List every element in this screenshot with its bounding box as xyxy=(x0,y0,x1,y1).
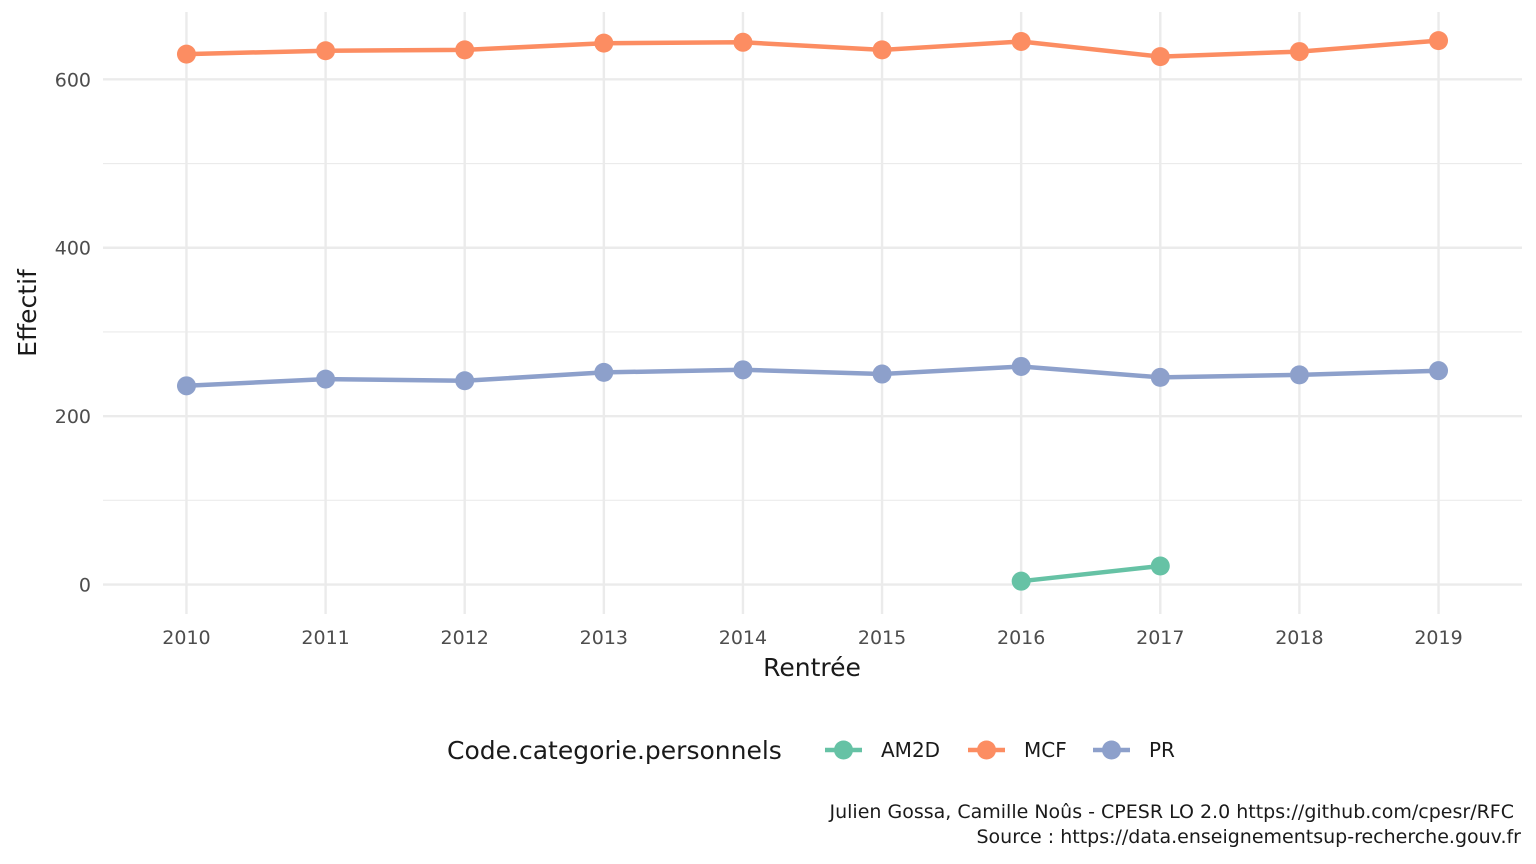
x-tick-label-2010: 2010 xyxy=(162,627,210,649)
y-tick-label-200: 200 xyxy=(55,406,91,428)
series-line-pr xyxy=(184,364,1441,389)
series-layer xyxy=(176,31,1449,591)
data-point-pr-2014 xyxy=(733,360,753,380)
y-tick-label-600: 600 xyxy=(55,69,91,91)
grid-minor xyxy=(103,162,1522,501)
series-line-mcf xyxy=(184,38,1441,59)
data-point-mcf-2015 xyxy=(872,40,892,60)
legend-item-am2d: AM2D xyxy=(825,738,940,762)
x-tick-label-2015: 2015 xyxy=(858,627,906,649)
legend-item-mcf: MCF xyxy=(968,738,1067,762)
legend-key-point-pr xyxy=(1102,740,1121,760)
data-point-pr-2015 xyxy=(872,364,892,384)
data-point-mcf-2011 xyxy=(316,41,336,61)
x-axis-title: Rentrée xyxy=(763,653,861,682)
data-point-mcf-2019 xyxy=(1429,31,1449,51)
legend-item-pr: PR xyxy=(1093,738,1175,762)
legend-items: AM2D MCF PR xyxy=(825,738,1175,762)
data-point-mcf-2013 xyxy=(594,33,614,53)
caption-line-2: Source : https://data.enseignementsup-re… xyxy=(976,826,1521,848)
data-point-mcf-2014 xyxy=(733,32,753,52)
data-point-mcf-2010 xyxy=(176,44,196,64)
x-tick-label-2011: 2011 xyxy=(301,627,349,649)
x-tick-label-2016: 2016 xyxy=(997,627,1045,649)
data-point-pr-2017 xyxy=(1150,367,1170,387)
data-point-pr-2018 xyxy=(1289,365,1309,385)
legend-label-mcf: MCF xyxy=(1024,738,1067,762)
y-axis-ticks: 0 200 400 600 xyxy=(55,69,91,596)
data-point-mcf-2016 xyxy=(1011,31,1031,51)
caption: Julien Gossa, Camille Noûs - CPESR LO 2.… xyxy=(829,801,1522,848)
data-point-pr-2010 xyxy=(176,376,196,396)
x-tick-label-2019: 2019 xyxy=(1414,627,1462,649)
series-line-am2d xyxy=(1018,563,1163,584)
y-axis-title: Effectif xyxy=(13,268,42,357)
legend-key-point-mcf xyxy=(977,740,996,760)
x-tick-label-2017: 2017 xyxy=(1136,627,1184,649)
data-point-pr-2012 xyxy=(455,371,475,391)
x-tick-label-2013: 2013 xyxy=(580,627,628,649)
legend-title: Code.categorie.personnels xyxy=(447,736,782,765)
y-tick-label-0: 0 xyxy=(79,575,91,597)
data-point-mcf-2018 xyxy=(1289,42,1309,62)
legend: Code.categorie.personnels AM2D MCF PR xyxy=(447,736,1175,765)
data-point-pr-2016 xyxy=(1011,356,1031,376)
y-tick-label-400: 400 xyxy=(55,238,91,260)
x-tick-label-2014: 2014 xyxy=(719,627,767,649)
legend-key-point-am2d xyxy=(834,740,853,760)
data-point-pr-2011 xyxy=(316,369,336,389)
data-point-am2d-2016 xyxy=(1011,571,1031,591)
x-tick-label-2018: 2018 xyxy=(1275,627,1323,649)
legend-label-pr: PR xyxy=(1149,738,1175,762)
data-point-am2d-2017 xyxy=(1150,556,1170,576)
x-axis-ticks: 2010 2011 2012 2013 2014 2015 2016 2017 2018 2019 xyxy=(162,627,1462,649)
grid-major xyxy=(103,12,1522,614)
legend-label-am2d: AM2D xyxy=(881,738,940,762)
data-point-pr-2019 xyxy=(1429,361,1449,381)
data-point-mcf-2017 xyxy=(1150,47,1170,67)
caption-line-1: Julien Gossa, Camille Noûs - CPESR LO 2.… xyxy=(829,801,1515,823)
x-tick-label-2012: 2012 xyxy=(441,627,489,649)
data-point-pr-2013 xyxy=(594,362,614,382)
data-point-mcf-2012 xyxy=(455,40,475,60)
